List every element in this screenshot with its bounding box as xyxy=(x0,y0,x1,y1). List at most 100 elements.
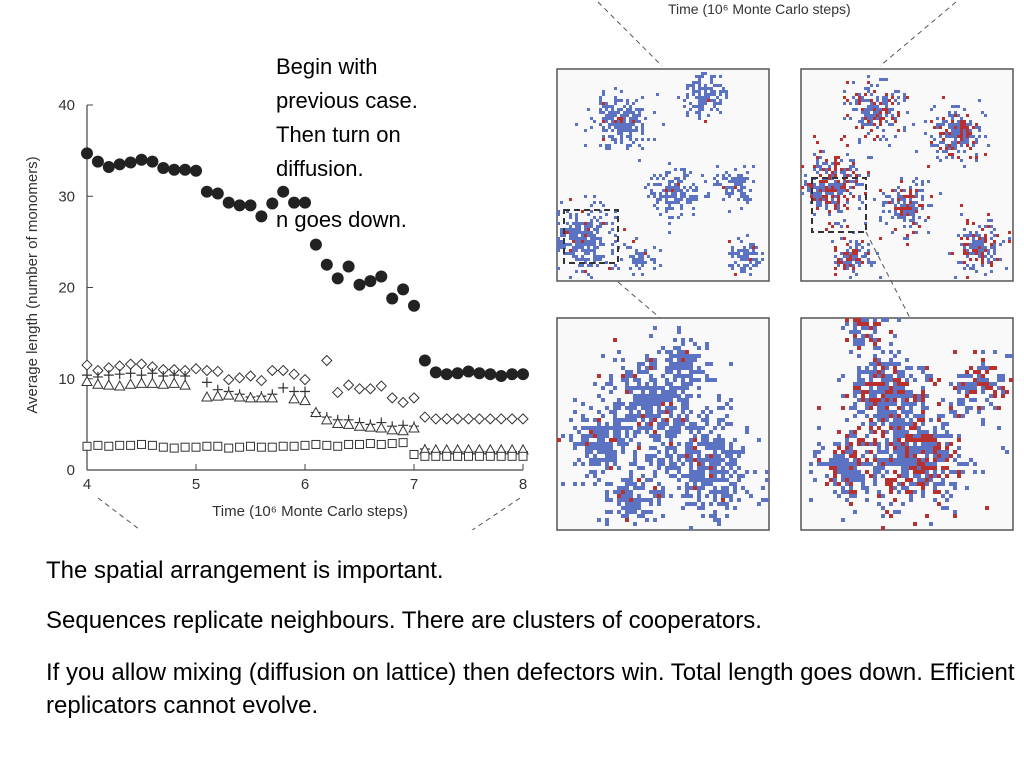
data-point xyxy=(244,370,257,382)
data-point xyxy=(82,441,92,451)
data-point xyxy=(158,442,168,452)
data-point xyxy=(201,390,213,402)
zoom-guide-line xyxy=(865,231,911,319)
annotation-line: Begin with xyxy=(276,54,378,79)
data-point xyxy=(92,378,104,389)
data-point xyxy=(311,439,321,449)
data-point xyxy=(255,374,268,387)
data-point xyxy=(104,441,114,451)
zoom-guide-line xyxy=(879,1,957,67)
data-point xyxy=(485,451,495,461)
data-point xyxy=(222,196,235,209)
chart-marks xyxy=(81,147,529,461)
data-point xyxy=(386,423,399,435)
data-point xyxy=(484,413,497,425)
data-point xyxy=(244,391,257,403)
data-point xyxy=(288,368,300,380)
data-point xyxy=(125,368,136,379)
data-point xyxy=(342,379,355,391)
data-point xyxy=(191,442,201,452)
defector-cells xyxy=(801,81,1011,279)
data-point xyxy=(288,392,300,404)
data-point xyxy=(331,386,344,399)
data-point xyxy=(211,390,224,401)
data-point xyxy=(135,358,148,370)
data-point xyxy=(408,299,420,312)
data-point xyxy=(320,258,333,271)
data-point xyxy=(473,413,486,425)
data-point xyxy=(255,391,268,403)
data-point xyxy=(233,372,246,384)
data-point xyxy=(179,163,192,176)
data-point xyxy=(496,451,506,461)
data-point xyxy=(201,377,212,388)
data-point xyxy=(267,442,277,452)
data-point xyxy=(355,439,364,449)
zoom-guide-line xyxy=(471,497,521,530)
data-point xyxy=(124,358,137,370)
data-point xyxy=(484,368,497,381)
y-tick-label: 30 xyxy=(58,188,75,205)
data-point xyxy=(179,379,191,390)
data-point xyxy=(266,364,279,377)
data-point xyxy=(506,368,519,381)
data-point xyxy=(113,158,126,171)
cooperator-cells xyxy=(557,72,764,279)
data-point xyxy=(299,196,311,209)
data-point xyxy=(353,420,366,431)
x-tick-label: 5 xyxy=(192,476,200,493)
data-point xyxy=(322,440,332,450)
data-point xyxy=(342,260,355,273)
lattice-panel-bottom-left xyxy=(556,317,770,531)
data-point xyxy=(190,164,202,177)
paragraph: The spatial arrangement is important. xyxy=(46,557,444,584)
data-point xyxy=(289,441,299,451)
data-point xyxy=(518,451,528,461)
data-point xyxy=(91,155,104,168)
data-point xyxy=(408,392,420,404)
data-point xyxy=(299,394,311,406)
data-point xyxy=(464,451,473,461)
data-point xyxy=(103,370,114,381)
data-point xyxy=(375,380,388,392)
data-point xyxy=(430,413,442,425)
x-tick-label: 4 xyxy=(83,476,91,493)
data-point xyxy=(387,439,397,449)
data-point xyxy=(200,185,213,198)
data-point xyxy=(246,441,255,451)
data-point xyxy=(375,421,388,433)
data-point xyxy=(431,451,441,461)
data-point xyxy=(202,441,212,451)
x-tick-label: 6 xyxy=(301,476,309,493)
data-point xyxy=(255,210,268,223)
data-point xyxy=(353,278,366,291)
zoom-box-right xyxy=(811,177,867,233)
data-point xyxy=(442,451,452,461)
data-point xyxy=(244,199,257,212)
data-point xyxy=(419,411,431,423)
data-point xyxy=(397,424,409,436)
cooperator-cells xyxy=(809,318,1013,526)
data-point xyxy=(114,369,125,380)
data-point xyxy=(474,451,484,461)
data-point xyxy=(451,413,464,425)
y-tick-label: 10 xyxy=(58,371,75,388)
y-tick-label: 0 xyxy=(67,462,75,479)
annotation-line: Then turn on xyxy=(276,122,401,147)
data-point xyxy=(201,364,213,377)
paragraph: If you allow mixing (diffusion on lattic… xyxy=(46,659,1015,719)
data-point xyxy=(462,365,475,378)
data-point xyxy=(278,441,288,451)
zoom-guide-line xyxy=(597,1,663,67)
data-point xyxy=(102,161,115,174)
data-point xyxy=(409,449,419,459)
defector-cells xyxy=(817,318,1013,530)
data-point xyxy=(147,440,157,450)
data-point xyxy=(299,373,311,386)
x-axis-label: Time (10⁶ Monte Carlo steps) xyxy=(212,503,408,520)
y-tick-label: 40 xyxy=(58,97,75,114)
data-point xyxy=(507,451,517,461)
data-point xyxy=(420,451,430,461)
data-point xyxy=(213,441,223,451)
data-point xyxy=(135,153,148,166)
